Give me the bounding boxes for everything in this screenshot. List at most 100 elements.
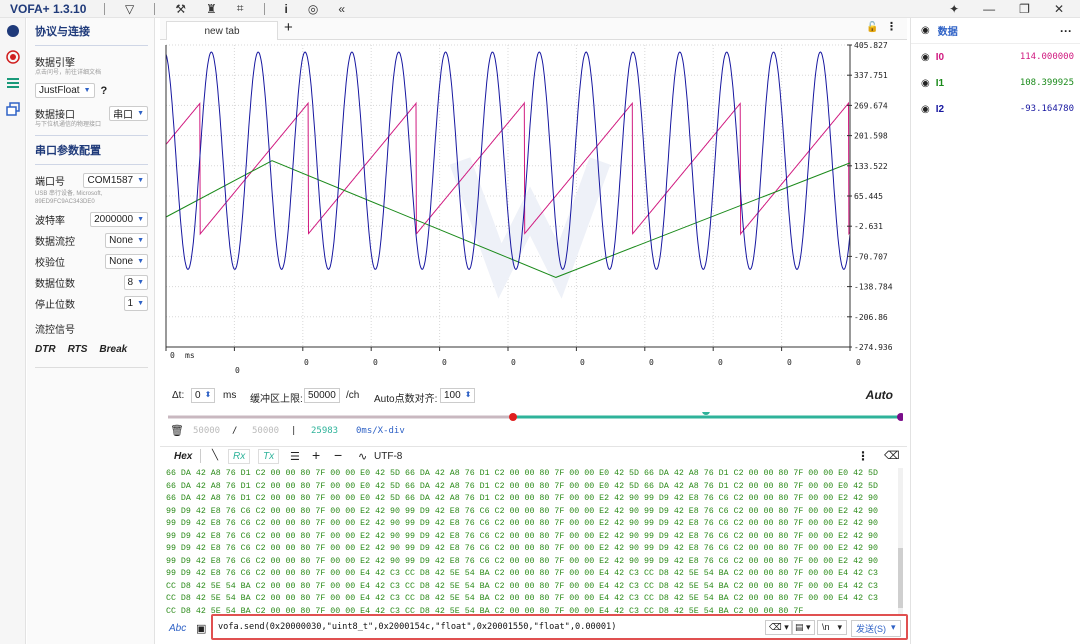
config-panel: 协议与连接 数据引擎 点击问号，前往详细文档 JustFloat ▼ ? 数据接口… — [27, 18, 155, 644]
y-tick-label: -206.86 — [854, 313, 888, 322]
eye-icon[interactable]: ◉ — [921, 103, 930, 115]
stat-sep: / — [232, 426, 238, 436]
send-input[interactable]: vofa.send(0x20000030,"uint8_t",0x2000154… — [218, 622, 617, 632]
record-icon[interactable] — [0, 44, 26, 70]
eraser-icon[interactable]: ⌫ ▾ — [765, 620, 793, 635]
engine-select[interactable]: JustFloat ▼ — [35, 83, 95, 98]
send-file-icon[interactable]: ▣ — [196, 623, 207, 635]
rts-button[interactable]: RTS — [67, 344, 88, 355]
channel-row[interactable]: ◉ I1 108.399925 — [911, 70, 1080, 96]
channel-name: I1 — [935, 77, 945, 89]
fingerprint-icon[interactable]: ◎ — [307, 1, 319, 16]
hex-line: 66 DA 42 A8 76 D1 C2 00 00 80 7F 00 00 E… — [166, 494, 878, 503]
collapse-icon[interactable]: « — [338, 1, 346, 16]
close-button[interactable]: ✕ — [1053, 2, 1064, 16]
stopbits-label: 停止位数 — [35, 300, 75, 311]
auto-mode-button[interactable]: Auto — [865, 388, 893, 402]
dtr-button[interactable]: DTR — [35, 344, 56, 355]
panel-divider — [35, 367, 148, 368]
iface-label: 数据接口 — [35, 110, 75, 121]
y-tick-label: 201.598 — [854, 132, 888, 141]
stepper-icon: ⬍ — [204, 390, 212, 399]
rx-toggle[interactable]: Rx — [228, 449, 251, 464]
chevron-down-icon: ▼ — [137, 216, 144, 223]
connect-icon[interactable] — [0, 18, 26, 44]
slider-svg — [168, 407, 905, 421]
parity-select[interactable]: None ▼ — [105, 254, 148, 269]
port-select[interactable]: COM1587 ▼ — [83, 173, 148, 188]
cursor-icon[interactable]: ╲ — [212, 450, 219, 461]
more-icon[interactable]: ··· — [1060, 23, 1072, 38]
more-icon[interactable]: ⋮ — [857, 449, 869, 463]
iface-select[interactable]: 串口 ▼ — [109, 106, 148, 121]
port-label: 端口号 — [35, 177, 65, 188]
chevron-down-icon: ▾ — [837, 622, 843, 632]
buffer-label: 缓冲区上限: — [250, 394, 303, 405]
y-tick-label: 133.522 — [854, 162, 888, 171]
send-mode-toggle[interactable]: Abc — [169, 623, 187, 634]
baud-select[interactable]: 2000000 ▼ — [90, 212, 148, 227]
newline-select[interactable]: \n ▾ — [817, 620, 848, 635]
wrap-icon[interactable]: ☰ — [290, 451, 300, 463]
shirt-icon[interactable]: ♜ — [206, 1, 217, 16]
slider-handle-end[interactable] — [897, 413, 905, 421]
buffer-input[interactable]: 50000 — [304, 388, 340, 403]
stepper-icon: ⬍ — [464, 390, 472, 399]
break-button[interactable]: Break — [99, 344, 128, 355]
add-tab-button[interactable]: + — [284, 19, 293, 36]
zoom-in-icon[interactable]: + — [312, 447, 321, 463]
lock-icon[interactable]: 🔓 — [866, 22, 879, 33]
slider-handle-mid[interactable] — [702, 407, 710, 415]
receive-hex-area[interactable]: 66 DA 42 A8 76 D1 C2 00 00 80 7F 00 00 E… — [166, 468, 901, 614]
signal-label: 流控信号 — [35, 325, 75, 336]
eye-icon[interactable]: ◉ — [921, 25, 930, 36]
baud-value: 2000000 — [94, 214, 134, 225]
windows-icon[interactable] — [0, 96, 26, 122]
x-tick-label: 0 — [718, 358, 723, 367]
tab-new-tab[interactable]: new tab — [166, 21, 278, 40]
hex-line: CC D8 42 5E 54 BA C2 00 00 80 7F 00 00 E… — [166, 581, 878, 591]
data-panel: ◉ 数据 ··· ◉ I0 114.000000 ◉ I1 108.399925 ◉ I2 -9… — [910, 18, 1080, 644]
channel-row[interactable]: ◉ I2 -93.164780 — [911, 96, 1080, 122]
channel-row[interactable]: ◉ I0 114.000000 — [911, 44, 1080, 70]
hex-line: 66 DA 42 A8 76 D1 C2 00 00 80 7F 00 00 E… — [166, 481, 878, 491]
watermark-logo — [449, 157, 611, 299]
help-button[interactable]: ? — [100, 84, 108, 97]
history-icon[interactable]: ▤ ▾ — [791, 620, 815, 635]
zoom-out-icon[interactable]: − — [334, 447, 343, 463]
info-icon[interactable]: i — [284, 1, 288, 16]
dt-input[interactable]: 0 ⬍ — [191, 388, 216, 403]
eye-icon[interactable]: ◉ — [921, 77, 930, 89]
encoding-select[interactable]: UTF-8 — [374, 451, 403, 462]
more-icon[interactable]: ⋮ — [886, 21, 897, 33]
eraser-icon[interactable]: ⌫ — [884, 450, 900, 462]
hex-toggle[interactable]: Hex — [174, 451, 193, 462]
slider-handle-start[interactable] — [509, 413, 517, 421]
series-line-I0 — [165, 101, 851, 236]
send-button[interactable]: 发送(S) ▾ — [851, 620, 901, 637]
hex-line: 99 D9 42 E8 76 C6 C2 00 00 80 7F 00 00 E… — [166, 544, 878, 553]
hex-line: 99 D9 42 E8 76 C6 C2 00 00 80 7F 00 00 E… — [166, 506, 878, 516]
tx-toggle[interactable]: Tx — [258, 449, 280, 464]
receive-scrollbar[interactable] — [898, 468, 903, 614]
scrollbar-thumb[interactable] — [898, 548, 903, 608]
stopbits-select[interactable]: 1 ▼ — [123, 296, 148, 311]
databits-select[interactable]: 8 ▼ — [123, 275, 148, 290]
trash-icon[interactable]: 🗑 — [170, 424, 184, 437]
flow-select[interactable]: None ▼ — [105, 233, 148, 248]
funnel-icon[interactable]: ▽ — [125, 1, 135, 16]
menu-icon[interactable] — [0, 70, 26, 96]
waveform-plot[interactable]: 405.827 337.751 269.674 201.598 133.522 65.44… — [160, 41, 907, 411]
x-tick-label: 0 — [235, 366, 240, 375]
wrench-icon[interactable]: ⚒ — [175, 1, 186, 16]
range-slider[interactable] — [168, 407, 905, 421]
maximize-button[interactable]: ❐ — [1019, 2, 1030, 16]
scan-icon[interactable]: ⌗ — [236, 1, 244, 15]
y-tick-label: -70.707 — [854, 252, 888, 261]
minimize-button[interactable]: — — [983, 2, 996, 16]
hex-line: 66 DA 42 A8 76 D1 C2 00 00 80 7F 00 00 E… — [166, 469, 878, 478]
pin-icon[interactable]: ✦ — [949, 2, 960, 16]
auto-align-input[interactable]: 100 ⬍ — [440, 388, 476, 403]
stopbits-value: 1 — [127, 298, 134, 309]
eye-icon[interactable]: ◉ — [921, 51, 930, 63]
